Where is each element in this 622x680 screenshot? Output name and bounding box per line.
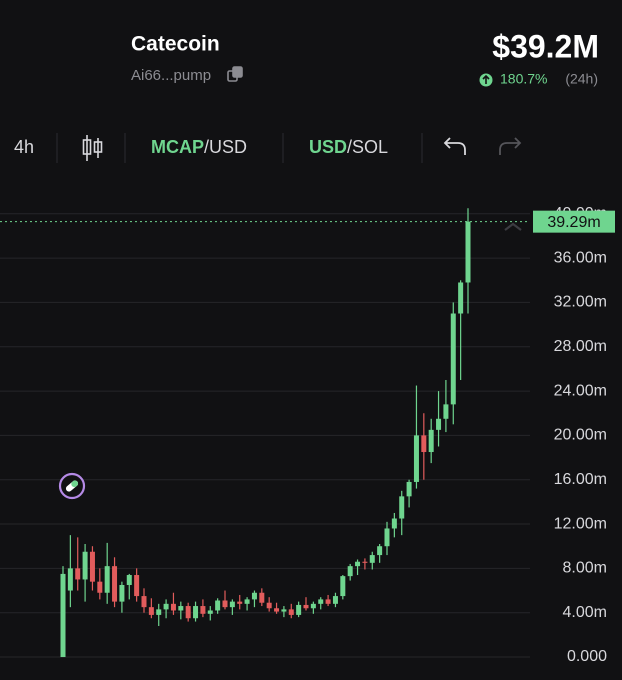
candle-body bbox=[251, 592, 257, 600]
token-address: Ai66...pump bbox=[131, 67, 211, 84]
y-tick-label: 20.00m bbox=[554, 427, 607, 444]
candle-body bbox=[178, 606, 184, 611]
candle-body bbox=[104, 566, 110, 593]
candle-body bbox=[465, 221, 471, 283]
candle-body bbox=[362, 561, 368, 563]
period: (24h) bbox=[565, 71, 598, 87]
token-name: Catecoin bbox=[131, 33, 220, 56]
candle-body bbox=[355, 561, 361, 567]
candle-body bbox=[75, 568, 81, 580]
candle-body bbox=[215, 600, 221, 611]
candle-body bbox=[185, 606, 191, 619]
candle-body bbox=[60, 573, 66, 658]
change: 180.7% bbox=[500, 71, 547, 87]
candle-body bbox=[443, 404, 449, 419]
up-arrow bbox=[482, 74, 490, 84]
candle-body bbox=[67, 568, 73, 591]
candle-body bbox=[413, 435, 419, 482]
candle-icon[interactable] bbox=[82, 135, 103, 161]
candle-body bbox=[244, 599, 250, 604]
y-tick-label: 0.000 bbox=[567, 648, 607, 665]
candle-body bbox=[325, 599, 331, 604]
candle-body bbox=[310, 603, 316, 609]
candle-body bbox=[89, 551, 95, 582]
y-tick-label: 24.00m bbox=[554, 382, 607, 399]
metric-main: MCAP bbox=[151, 137, 204, 157]
candle-body bbox=[82, 551, 88, 580]
candle-body bbox=[384, 528, 390, 547]
candle-body bbox=[421, 435, 427, 453]
candle-body bbox=[163, 603, 169, 610]
candle-body bbox=[428, 429, 434, 453]
candle-body bbox=[318, 599, 324, 604]
current-price-box bbox=[533, 210, 615, 233]
candle-body bbox=[156, 609, 162, 615]
candle-body bbox=[112, 566, 118, 602]
y-tick-label: 12.00m bbox=[554, 515, 607, 532]
interval[interactable]: 4h bbox=[14, 137, 34, 157]
redo-button[interactable] bbox=[499, 137, 522, 155]
candle-body bbox=[406, 481, 412, 497]
candle-body bbox=[148, 607, 154, 615]
currency-toggle[interactable]: USD/SOL bbox=[309, 137, 388, 157]
candle-body bbox=[266, 602, 272, 609]
overlay: 39.29m bbox=[0, 210, 615, 233]
candle-body bbox=[458, 282, 464, 314]
candle-body bbox=[134, 575, 140, 597]
candle-body bbox=[347, 566, 353, 577]
candle-body bbox=[97, 581, 103, 593]
y-tick-label: 16.00m bbox=[554, 471, 607, 488]
current-price-label: 39.29m bbox=[547, 214, 600, 231]
candle-body bbox=[193, 606, 199, 619]
currency-alt: /SOL bbox=[347, 137, 388, 157]
candle-body bbox=[436, 418, 442, 430]
candle-body bbox=[126, 575, 132, 585]
metric-toggle[interactable]: MCAP/USD bbox=[151, 137, 247, 157]
candle-body bbox=[222, 600, 228, 608]
candle-body bbox=[450, 313, 456, 405]
candle-body bbox=[200, 606, 206, 614]
candle-body bbox=[303, 604, 309, 609]
y-tick-label: 28.00m bbox=[554, 338, 607, 355]
plot: 0.000 4.00m 8.00m 12.00m 16.00m 20.00m 24.00m 2… bbox=[0, 205, 607, 665]
candle-body bbox=[391, 518, 397, 529]
candle-body bbox=[296, 604, 302, 615]
undo-button[interactable] bbox=[443, 137, 466, 155]
metric-unit: /USD bbox=[204, 137, 247, 157]
marker-icon[interactable] bbox=[58, 472, 86, 500]
candle-body bbox=[237, 601, 243, 604]
candle-body bbox=[399, 496, 405, 519]
candle-body bbox=[141, 596, 147, 608]
candle-body bbox=[369, 555, 375, 563]
candle-body bbox=[119, 584, 125, 602]
candle-body bbox=[259, 592, 265, 603]
y-tick-label: 8.00m bbox=[563, 560, 607, 577]
y-tick-label: 4.00m bbox=[563, 604, 607, 621]
currency-main: USD bbox=[309, 137, 347, 157]
candle-body bbox=[281, 609, 287, 612]
y-tick-label: 36.00m bbox=[554, 249, 607, 266]
candle-body bbox=[332, 596, 338, 604]
candle-body bbox=[274, 608, 280, 612]
candle-body bbox=[288, 609, 294, 615]
candle-body bbox=[340, 576, 346, 597]
candle-body bbox=[170, 603, 176, 611]
market-cap: $39.2M bbox=[492, 28, 599, 64]
candle-body bbox=[229, 601, 235, 608]
candle-body bbox=[377, 546, 383, 556]
collapse-icon[interactable] bbox=[504, 222, 522, 231]
copy-icon[interactable] bbox=[227, 66, 243, 82]
candle-body bbox=[207, 610, 213, 614]
y-tick-label: 32.00m bbox=[554, 294, 607, 311]
